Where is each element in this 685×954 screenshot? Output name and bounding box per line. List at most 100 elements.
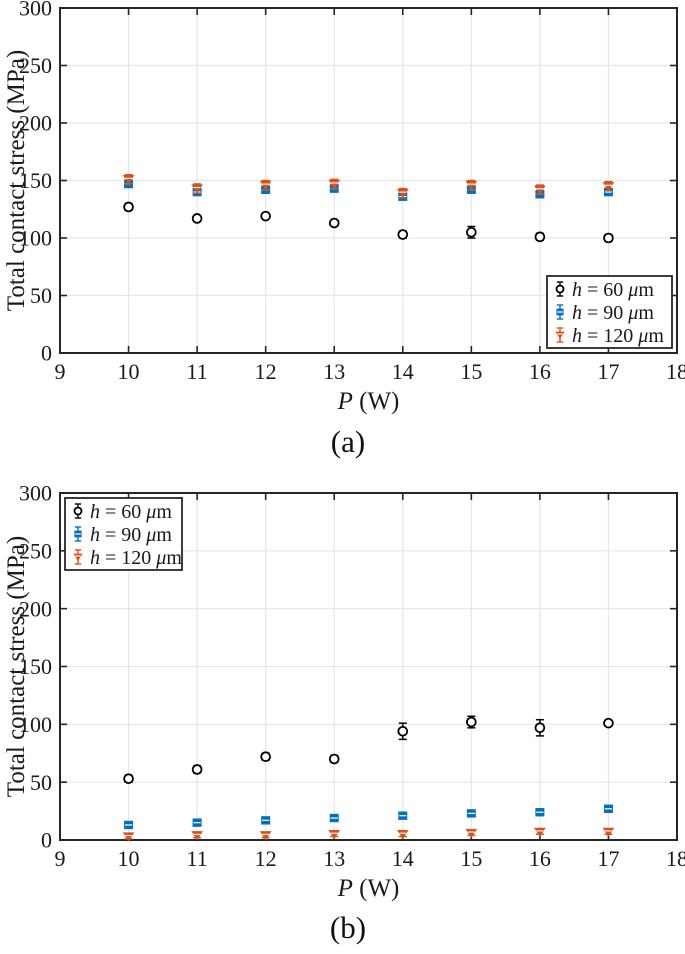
legend-label-h60: h = 60 μm [90, 501, 172, 523]
marker-circle [328, 217, 340, 229]
data-point [465, 828, 478, 839]
marker-circle [123, 773, 134, 784]
marker-triangle-down [259, 180, 272, 191]
x-tick-label: 10 [118, 846, 140, 871]
data-point [328, 753, 340, 765]
plot-b: 9 10 11 12 13 14 15 16 17 18 0 50 100 150 200 250 300 P (… [3, 481, 685, 902]
data-point [398, 811, 408, 820]
data-point [259, 180, 272, 191]
marker-triangle-down [534, 827, 546, 837]
data-point [191, 184, 203, 194]
data-point [329, 813, 339, 823]
axes-box [59, 492, 678, 841]
y-tick-label: 150 [19, 654, 52, 679]
data-point [328, 830, 341, 840]
x-tick-label: 17 [597, 846, 619, 871]
legend-box [546, 275, 673, 349]
legend-label-h90: h = 90 μm [572, 302, 654, 324]
data-point [534, 722, 546, 734]
x-axis-label: P (W) [337, 388, 400, 415]
marker-triangle-down [465, 180, 478, 191]
x-tick-label: 12 [255, 846, 277, 871]
x-tick-label: 15 [460, 846, 482, 871]
x-tick-label: 14 [392, 846, 414, 871]
marker-circle [603, 717, 614, 729]
data-point [534, 231, 546, 243]
legend-key-h90 [556, 304, 564, 320]
y-tick-label: 250 [19, 53, 52, 78]
data-point [466, 226, 477, 238]
legend: h = 60 μmh = 90 μmh = 120 μm [546, 275, 673, 349]
marker-circle [328, 753, 340, 765]
y-tick-labels: 0 50 100 150 200 250 300 [19, 0, 52, 366]
marker-circle [603, 232, 614, 244]
marker-triangle-down [191, 184, 203, 194]
data-point [534, 185, 546, 195]
data-point [260, 210, 271, 222]
legend-label-h60: h = 60 μm [572, 279, 654, 301]
marker-triangle-down [396, 188, 409, 199]
data-point [535, 808, 545, 817]
marker-circle [260, 210, 271, 222]
y-tick-label: 0 [41, 341, 52, 366]
marker-circle [534, 231, 546, 243]
data-point [603, 187, 613, 197]
series-h120 [122, 174, 615, 199]
marker-triangle-down [328, 830, 341, 840]
y-tick-label: 100 [19, 712, 52, 737]
x-tick-label: 10 [118, 359, 140, 384]
legend-label-h90: h = 90 μm [90, 524, 172, 546]
marker-circle [397, 229, 409, 240]
data-point [397, 725, 409, 737]
marker-circle [123, 201, 134, 213]
data-point [122, 832, 135, 842]
marker-triangle-down [602, 182, 615, 192]
legend-key-h60 [73, 503, 83, 519]
data-point [261, 816, 271, 825]
x-axis-label: P (W) [337, 875, 400, 902]
marker-triangle-down [328, 179, 341, 189]
data-point [466, 716, 477, 728]
legend-box [64, 497, 183, 571]
data-point [122, 175, 135, 185]
y-axis-label: Total contact stress (MPa) [3, 50, 30, 311]
legend-label-h120: h = 120 μm [572, 325, 664, 347]
series-h90 [124, 804, 613, 830]
x-tick-label: 12 [255, 359, 277, 384]
data-point [603, 717, 614, 729]
marker-circle [73, 506, 83, 516]
legend-label-h120: h = 120 μm [90, 547, 182, 569]
y-tick-label: 300 [19, 481, 52, 506]
marker-circle [191, 764, 203, 775]
marker-triangle-down [465, 828, 478, 839]
y-tick-label: 50 [30, 283, 52, 308]
y-tick-label: 0 [41, 828, 52, 853]
x-tick-label: 16 [529, 846, 551, 871]
data-point [328, 217, 340, 229]
data-point [466, 809, 476, 818]
x-tick-label: 13 [323, 359, 345, 384]
y-tick-label: 200 [19, 111, 52, 136]
data-point [191, 213, 203, 224]
data-point [465, 180, 478, 191]
data-point [396, 830, 409, 840]
x-tick-labels: 9 10 11 12 13 14 15 16 17 18 [55, 359, 685, 384]
marker-triangle-down [122, 175, 135, 185]
data-point [191, 764, 203, 775]
data-point [192, 818, 202, 827]
y-axis-label: Total contact stress (MPa) [3, 536, 30, 797]
y-tick-label: 300 [19, 0, 52, 21]
caption-b: (b) [329, 910, 367, 945]
data-point [123, 201, 134, 213]
y-tick-label: 250 [19, 539, 52, 564]
marker-triangle-down [534, 185, 546, 195]
marker-circle [534, 722, 546, 734]
plot-a: 9 10 11 12 13 14 15 16 17 18 0 50 100 150 200 250 300 P (… [3, 0, 685, 415]
series-h60 [123, 201, 614, 244]
x-tick-label: 11 [187, 359, 208, 384]
x-tick-label: 9 [55, 359, 66, 384]
x-tick-label: 18 [666, 359, 685, 384]
x-tick-label: 15 [460, 359, 482, 384]
x-tick-label: 14 [392, 359, 414, 384]
legend-key-h60 [555, 281, 565, 297]
